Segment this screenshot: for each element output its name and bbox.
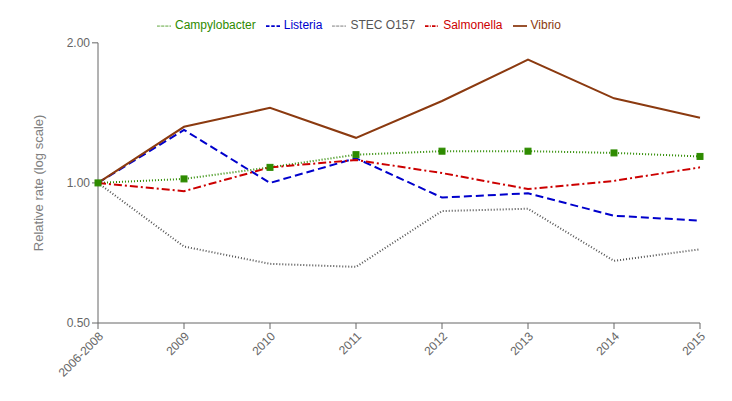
svg-text:2.00: 2.00 xyxy=(67,36,91,50)
svg-text:2013: 2013 xyxy=(507,329,536,358)
svg-text:2010: 2010 xyxy=(249,329,278,358)
html-text:STEC O157: STEC O157 xyxy=(350,18,416,32)
svg-text:2012: 2012 xyxy=(421,329,450,358)
svg-text:2011: 2011 xyxy=(336,329,364,357)
svg-text:2009: 2009 xyxy=(163,329,192,358)
svg-text:Relative rate (log scale): Relative rate (log scale) xyxy=(31,115,46,252)
svg-text:1.00: 1.00 xyxy=(67,176,91,190)
svg-text:2014: 2014 xyxy=(593,329,622,358)
html-text:Salmonella: Salmonella xyxy=(443,18,503,32)
html-text:Listeria: Listeria xyxy=(283,18,323,32)
svg-text:2006-2008: 2006-2008 xyxy=(56,329,107,380)
html-text:Vibrio: Vibrio xyxy=(530,18,561,32)
svg-text:2015: 2015 xyxy=(679,329,708,358)
html-text:Campylobacter: Campylobacter xyxy=(175,18,256,32)
svg-text:0.50: 0.50 xyxy=(67,316,91,330)
